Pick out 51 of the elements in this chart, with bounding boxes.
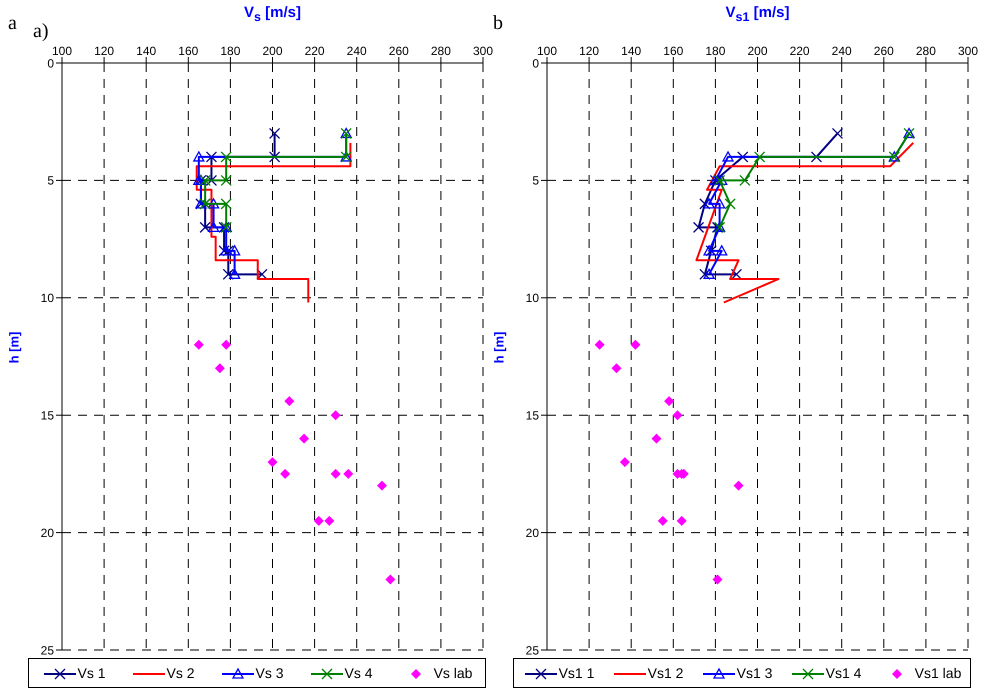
y-tick-label: 20 — [526, 526, 540, 540]
x-tick-label: 120 — [579, 44, 600, 58]
legend-label: Vs 3 — [254, 664, 284, 682]
legend-label: Vs1 3 — [736, 664, 772, 682]
x-tick-label: 200 — [262, 44, 283, 58]
x-tick-label: 260 — [874, 44, 894, 58]
x-tick-label: 140 — [621, 44, 642, 58]
legend-label: Vs1 lab — [914, 664, 962, 682]
y-axis-title: h [m] — [6, 332, 22, 364]
x-tick-label: 220 — [790, 44, 810, 58]
x-tick-label: 140 — [136, 44, 157, 58]
legend-label: Vs1 2 — [646, 664, 684, 682]
x-tick-label: 160 — [178, 44, 199, 58]
x-tick-label: 240 — [832, 44, 852, 58]
legend-label: Vs 2 — [166, 664, 195, 682]
y-tick-label: 0 — [532, 56, 540, 70]
text: b — [493, 12, 503, 35]
x-tick-label: 300 — [472, 44, 494, 58]
y-tick-label: 15 — [526, 408, 540, 422]
y-tick-label: 5 — [47, 174, 54, 188]
x-tick-label: 100 — [536, 44, 558, 58]
x-tick-label: 200 — [747, 44, 768, 58]
y-tick-label: 0 — [47, 56, 54, 70]
y-tick-label: 10 — [40, 291, 54, 306]
legend-label: Vs1 1 — [558, 664, 594, 682]
text: a) — [33, 20, 49, 43]
text: a — [8, 12, 17, 35]
y-tick-label: 25 — [40, 643, 54, 658]
x-tick-label: 260 — [388, 44, 410, 58]
y-axis-title: h [m] — [491, 332, 506, 364]
y-tick-label: 20 — [40, 526, 54, 540]
x-tick-label: 180 — [705, 44, 726, 58]
y-tick-label: 5 — [532, 174, 540, 188]
x-tick-label: 300 — [958, 44, 978, 58]
legend-label: Vs1 4 — [824, 664, 862, 682]
x-tick-label: 240 — [346, 44, 368, 58]
y-tick-label: 10 — [526, 291, 540, 306]
legend-label: Vs 1 — [76, 664, 106, 682]
legend-label: Vs lab — [432, 664, 472, 682]
x-tick-label: 120 — [94, 44, 114, 58]
legend-label: Vs 4 — [344, 664, 373, 682]
x-tick-label: 100 — [52, 44, 72, 58]
y-tick-label: 15 — [40, 408, 54, 422]
x-tick-label: 220 — [304, 44, 325, 58]
x-tick-label: 280 — [916, 44, 936, 58]
y-tick-label: 25 — [526, 643, 540, 658]
x-tick-label: 280 — [430, 44, 452, 58]
x-tick-label: 180 — [220, 44, 241, 58]
x-axis-title: V$_{s1}$ [m/s] — [724, 4, 790, 24]
x-tick-label: 160 — [663, 44, 684, 58]
x-axis-title: V$_{s}$ [m/s] — [243, 4, 302, 24]
